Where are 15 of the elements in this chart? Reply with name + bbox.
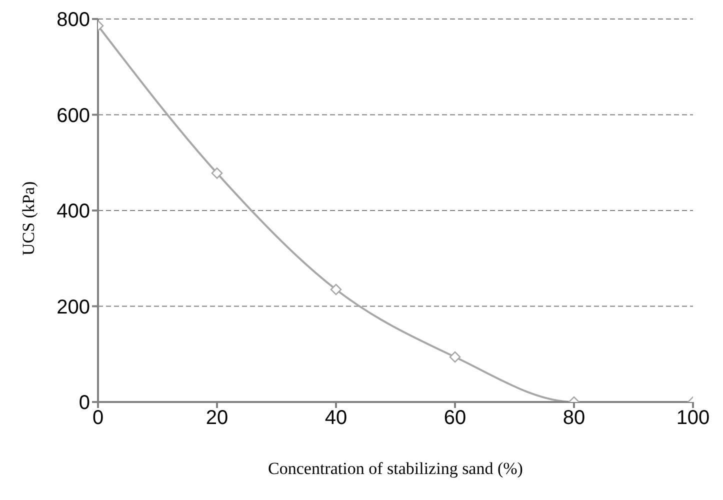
x-tick-label: 0: [92, 407, 104, 430]
x-tick-label: 40: [324, 407, 348, 430]
point: [211, 168, 223, 179]
y-tick-label: 400: [56, 200, 90, 223]
x-tick-label: 60: [444, 407, 466, 430]
point: [330, 284, 342, 296]
x-axis-title: Concentration of stabilizing sand (%): [268, 459, 523, 478]
x-tick-label: 80: [562, 407, 586, 430]
y-tick-label: 200: [56, 296, 90, 318]
y-axis-title: UCS (kPa): [19, 181, 38, 256]
y-tick-label: 800: [56, 9, 90, 32]
x-tick-label: 100: [676, 407, 710, 430]
x-tick-label: 20: [206, 407, 228, 430]
y-tick-label: 600: [56, 104, 90, 127]
y-tick-label: 0: [78, 392, 90, 414]
